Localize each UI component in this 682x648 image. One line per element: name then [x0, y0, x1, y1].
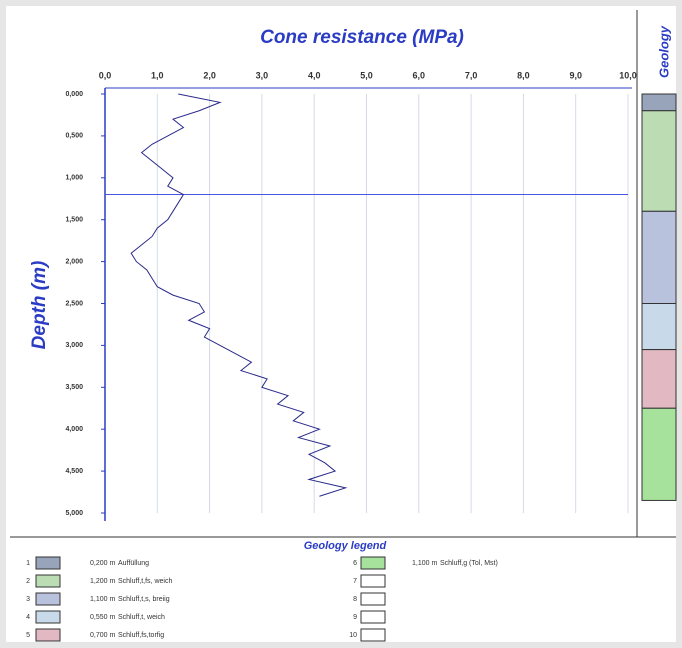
legend-number: 6 [353, 560, 357, 567]
legend-name: Schluff,t, weich [118, 614, 165, 621]
legend-thickness: 1,200 m [90, 578, 115, 585]
legend-number: 4 [26, 614, 30, 621]
legend-swatch [361, 611, 385, 623]
chart-title: Cone resistance (MPa) [260, 27, 464, 48]
chart: Cone resistance (MPa) Depth (m) Geology … [0, 0, 682, 648]
legend-name: Schluff,t,s, breiig [118, 596, 170, 603]
y-tick-label: 3,500 [65, 384, 83, 391]
x-tick-label: 9,0 [569, 70, 582, 80]
legend-number: 1 [26, 560, 30, 567]
y-tick-label: 0,000 [65, 91, 83, 98]
y-tick-label: 4,000 [65, 426, 83, 433]
legend-swatch [361, 575, 385, 587]
y-tick-label: 0,500 [65, 133, 83, 140]
x-tick-label: 10,0 [619, 70, 637, 80]
legend-number: 7 [353, 578, 357, 585]
legend-number: 5 [26, 632, 30, 639]
x-tick-label: 1,0 [151, 70, 164, 80]
legend-number: 9 [353, 614, 357, 621]
x-tick-label: 0,0 [99, 70, 112, 80]
y-tick-label: 4,500 [65, 468, 83, 475]
geology-title: Geology [656, 25, 671, 78]
x-tick-label: 6,0 [413, 70, 426, 80]
legend-number: 3 [26, 596, 30, 603]
geology-layer [642, 211, 676, 303]
legend-thickness: 1,100 m [90, 596, 115, 603]
x-tick-label: 4,0 [308, 70, 321, 80]
legend-thickness: 1,100 m [412, 560, 437, 567]
x-tick-label: 7,0 [465, 70, 478, 80]
geology-layer [642, 94, 676, 111]
geology-layer [642, 304, 676, 350]
y-tick-label: 3,000 [65, 342, 83, 349]
x-tick-label: 8,0 [517, 70, 530, 80]
legend-title: Geology legend [304, 540, 387, 552]
legend-thickness: 0,550 m [90, 614, 115, 621]
legend-swatch [361, 557, 385, 569]
legend-number: 10 [349, 632, 357, 639]
axis-title: Depth (m) [29, 261, 50, 350]
geology-layer [642, 350, 676, 409]
geology-layer [642, 111, 676, 212]
legend-swatch [36, 629, 60, 641]
legend-swatch [36, 611, 60, 623]
x-tick-label: 5,0 [360, 70, 373, 80]
x-tick-label: 2,0 [203, 70, 216, 80]
legend-swatch [361, 629, 385, 641]
y-tick-label: 2,000 [65, 258, 83, 265]
y-tick-label: 1,500 [65, 217, 83, 224]
legend-swatch [361, 593, 385, 605]
legend-name: Schluff,t,fs, weich [118, 578, 172, 585]
legend-number: 8 [353, 596, 357, 603]
legend-number: 2 [26, 578, 30, 585]
legend-name: Auffüllung [118, 560, 149, 567]
x-tick-label: 3,0 [256, 70, 269, 80]
legend-swatch [36, 593, 60, 605]
y-tick-label: 1,000 [65, 175, 83, 182]
y-tick-label: 2,500 [65, 300, 83, 307]
legend-thickness: 0,200 m [90, 560, 115, 567]
legend-thickness: 0,700 m [90, 632, 115, 639]
legend-name: Schluff,g (Tol, Mst) [440, 560, 498, 567]
legend-swatch [36, 575, 60, 587]
geology-layer [642, 408, 676, 500]
legend-name: Schluff,fs,torfig [118, 632, 164, 639]
y-tick-label: 5,000 [65, 510, 83, 517]
legend-swatch [36, 557, 60, 569]
